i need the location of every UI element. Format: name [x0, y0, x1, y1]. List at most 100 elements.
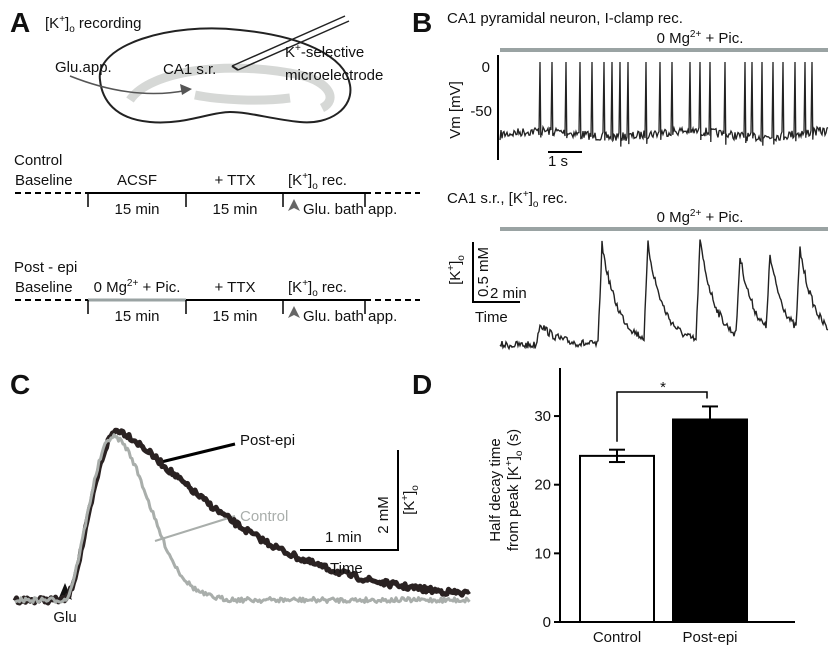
duration-label: 15 min: [212, 201, 257, 218]
text-part: -selective: [301, 44, 364, 61]
text-part: rec.: [538, 190, 567, 207]
text-part: + Pic.: [701, 209, 743, 226]
trace-label: Post-epi: [240, 432, 295, 449]
phase-label: Baseline: [15, 279, 73, 296]
text-part: 0 Mg: [657, 209, 690, 226]
superscript: +: [302, 278, 308, 289]
subscript: o: [514, 450, 525, 456]
scale-label: 1 min: [325, 529, 362, 546]
scale-label: 0.5 mM: [475, 247, 492, 297]
hippocampus-sketch: [69, 15, 352, 124]
subscript: o: [69, 24, 75, 35]
label: K+-selective: [285, 43, 364, 61]
significance-star: *: [660, 379, 666, 396]
y-tick-label: 0: [543, 614, 551, 631]
superscript: 2+: [690, 29, 702, 40]
text-part: ]: [308, 172, 312, 189]
superscript: 2+: [127, 278, 139, 289]
scale-label: Time: [475, 309, 508, 326]
label: CA1 s.r.: [163, 61, 216, 78]
text-part: K: [285, 44, 295, 61]
condition-label: 0 Mg2+ + Pic.: [657, 29, 744, 47]
label: Glu.app.: [55, 59, 112, 76]
scale-label: [K+]o: [400, 485, 421, 515]
axis-label: 0: [482, 59, 490, 76]
y-tick-label: 10: [534, 545, 551, 562]
bar: [672, 418, 748, 623]
y-axis-title: from peak [K+]o (s): [504, 429, 525, 551]
superscript: +: [400, 495, 411, 501]
x-tick-label: Post-epi: [682, 629, 737, 646]
text-part: 0 Mg: [94, 279, 127, 296]
subscript: o: [410, 485, 421, 491]
superscript: 2+: [690, 208, 702, 219]
text-part: from peak [K: [505, 466, 522, 551]
y-axis-title: Half decay time: [487, 438, 504, 541]
superscript: +: [446, 265, 457, 271]
application-label: Glu. bath app.: [303, 308, 397, 325]
protocol-name: Post - epi: [14, 259, 77, 276]
text-part: [K: [401, 501, 418, 515]
text-part: ]: [529, 190, 533, 207]
panel-letter: B: [412, 7, 432, 38]
text-part: + Pic.: [701, 30, 743, 47]
text-part: ]: [505, 456, 522, 460]
duration-label: 15 min: [114, 201, 159, 218]
duration-label: 15 min: [114, 308, 159, 325]
y-tick-label: 30: [534, 408, 551, 425]
text-part: (s): [505, 429, 522, 451]
panel-title: CA1 s.r., [K+]o rec.: [447, 189, 568, 210]
bar: [579, 454, 655, 623]
phase-label: + TTX: [215, 172, 256, 189]
text-part: CA1 s.r., [K: [447, 190, 523, 207]
condition-label: 0 Mg2+ + Pic.: [657, 208, 744, 226]
text-part: [K: [288, 279, 302, 296]
subscript: o: [312, 181, 318, 192]
text-part: ]: [401, 491, 418, 495]
phase-label: + TTX: [215, 279, 256, 296]
text-part: [K: [45, 15, 59, 32]
text-part: rec.: [318, 172, 347, 189]
text-part: ]: [65, 15, 69, 32]
trace-label: Control: [240, 508, 288, 525]
phase-label: [K+]o rec.: [288, 171, 347, 192]
superscript: +: [295, 43, 301, 54]
text-part: Half decay time: [487, 438, 504, 541]
control-trace: [14, 433, 471, 604]
text-part: rec.: [318, 279, 347, 296]
text-part: 0 Mg: [657, 30, 690, 47]
panel-letter: A: [10, 7, 30, 38]
superscript: +: [302, 171, 308, 182]
significance-bracket: [616, 391, 708, 442]
label: microelectrode: [285, 67, 383, 84]
scale-label: 2 min: [490, 285, 527, 302]
axis-label: -50: [470, 103, 492, 120]
text-part: recording: [75, 15, 142, 32]
superscript: +: [59, 14, 65, 25]
text-part: + Pic.: [138, 279, 180, 296]
x-tick-label: Control: [593, 629, 641, 646]
panel-title: [K+]o recording: [45, 14, 141, 35]
stimulus-label: Glu: [53, 609, 76, 626]
vm-trace: [499, 61, 829, 147]
y-tick-label: 20: [534, 477, 551, 494]
subscript: o: [312, 288, 318, 299]
duration-label: 15 min: [212, 308, 257, 325]
scale-label: 1 s: [548, 153, 568, 170]
phase-label: ACSF: [117, 172, 157, 189]
panel-letter: C: [10, 369, 30, 400]
phase-label: Baseline: [15, 172, 73, 189]
phase-label: [K+]o rec.: [288, 278, 347, 299]
scale-label: Time: [330, 560, 363, 577]
arrowhead: [288, 306, 300, 318]
subscript: o: [533, 199, 539, 210]
protocol-name: Control: [14, 152, 62, 169]
subscript: o: [456, 255, 467, 261]
superscript: +: [504, 460, 515, 466]
axis-title: Vm [mV]: [447, 81, 464, 139]
text-part: [K: [447, 271, 464, 285]
phase-label: 0 Mg2+ + Pic.: [94, 278, 181, 296]
axis-title: [K+]o: [446, 255, 467, 285]
text-part: ]: [447, 261, 464, 265]
text-part: ]: [308, 279, 312, 296]
